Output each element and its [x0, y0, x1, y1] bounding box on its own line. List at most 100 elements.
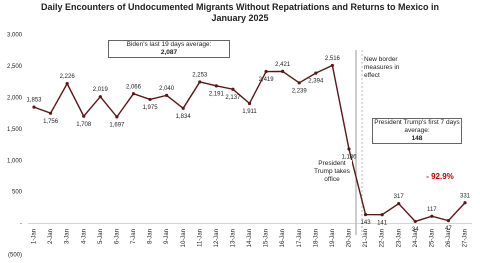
trump-avg-label: President Trump's first 7 days average: [374, 119, 460, 135]
data-label: 2,137 [225, 95, 241, 101]
trump-note: President Trump takes office [312, 160, 352, 185]
marker [115, 115, 119, 119]
biden-avg-label: Biden's last 19 days average: [126, 41, 212, 48]
data-label: 2,419 [259, 77, 275, 83]
data-label: 2,253 [192, 73, 208, 79]
data-label: 1,834 [176, 114, 192, 120]
x-tick-label: 15-Jan [264, 229, 270, 247]
x-tick-label: 18-Jan [313, 229, 319, 247]
marker [347, 147, 351, 151]
x-tick-label: 25-Jan [429, 229, 435, 247]
y-tick-label: - [20, 221, 22, 227]
x-tick-label: 10-Jan [181, 229, 187, 247]
marker [181, 106, 185, 110]
data-label: 1,975 [143, 105, 159, 111]
data-label: 2,040 [159, 86, 175, 92]
x-tick-label: 19-Jan [330, 229, 336, 247]
x-tick-label: 27-Jan [463, 229, 469, 247]
y-tick-label: 2,000 [7, 95, 23, 101]
data-label: 1,697 [109, 122, 125, 128]
x-tick-label: 17-Jan [297, 229, 303, 247]
marker [397, 202, 401, 206]
x-tick-label: 20-Jan [347, 229, 353, 247]
marker [446, 219, 451, 223]
x-tick-label: 22-Jan [380, 229, 386, 247]
y-tick-label: 2,500 [7, 64, 23, 70]
x-tick-label: 8-Jan [148, 229, 154, 244]
trump-box: President Trump's first 7 days average: 1… [372, 118, 462, 145]
x-tick-label: 11-Jan [197, 229, 203, 247]
data-label: 1,186 [341, 155, 357, 161]
data-label: 2,226 [60, 74, 76, 80]
x-tick-label: 13-Jan [231, 229, 237, 247]
data-label: 47 [445, 226, 452, 232]
x-tick-label: 14-Jan [247, 229, 253, 247]
marker [131, 92, 136, 96]
marker [198, 80, 202, 84]
data-label: 1,708 [76, 122, 92, 128]
border-note: New border measures in effect [364, 56, 400, 80]
marker [231, 87, 235, 91]
x-tick-label: 9-Jan [164, 229, 170, 244]
marker [314, 71, 318, 75]
data-label: 141 [377, 220, 388, 226]
y-tick-label: 1,500 [7, 127, 23, 133]
x-tick-label: 4-Jan [81, 229, 87, 244]
marker [430, 214, 434, 218]
trump-avg-value: 148 [411, 135, 423, 143]
x-tick-label: 16-Jan [280, 229, 286, 247]
x-tick-label: 7-Jan [131, 229, 137, 244]
marker [98, 95, 102, 99]
marker [463, 201, 467, 205]
data-label: 2,516 [325, 56, 341, 62]
marker [48, 111, 53, 115]
data-label: 2,421 [275, 62, 291, 68]
y-tick-label: 3,000 [7, 33, 23, 39]
marker [214, 84, 218, 88]
x-tick-label: 21-Jan [363, 229, 369, 247]
data-label: 317 [394, 194, 405, 200]
y-tick-label: (500) [8, 253, 22, 259]
y-tick-label: 1,000 [7, 158, 23, 164]
data-label: 34 [412, 227, 419, 233]
x-tick-label: 23-Jan [396, 229, 402, 247]
x-tick-label: 26-Jan [446, 229, 452, 247]
marker [148, 97, 152, 102]
marker [32, 105, 36, 109]
data-label: 2,191 [209, 91, 225, 97]
data-label: 143 [361, 220, 372, 226]
marker [65, 82, 69, 86]
biden-avg-value: 2,087 [160, 49, 178, 57]
x-tick-label: 1-Jan [32, 229, 38, 244]
data-label: 2,394 [308, 79, 324, 85]
x-tick-label: 6-Jan [114, 229, 120, 244]
data-label: 2,019 [93, 87, 109, 93]
x-tick-label: 3-Jan [65, 229, 71, 244]
chart-title: Daily Encounters of Undocumented Migrant… [41, 2, 439, 24]
marker [281, 69, 285, 73]
marker [82, 114, 86, 118]
marker [363, 212, 368, 217]
marker [165, 93, 169, 97]
marker [297, 81, 301, 85]
y-tick-label: 500 [12, 190, 23, 196]
data-label: 1,911 [242, 109, 257, 115]
x-tick-label: 2-Jan [48, 229, 54, 244]
change-note: - 92.9% [426, 172, 454, 181]
marker [330, 63, 334, 68]
data-label: 2,066 [126, 84, 142, 90]
marker [380, 213, 384, 217]
data-label: 117 [427, 207, 437, 213]
data-label: 1,756 [43, 119, 59, 125]
x-tick-label: 24-Jan [413, 229, 419, 247]
x-tick-label: 12-Jan [214, 229, 220, 247]
data-label: 2,239 [292, 88, 308, 94]
x-tick-label: 5-Jan [98, 229, 104, 244]
data-label: 1,853 [26, 98, 42, 104]
marker [413, 219, 417, 224]
marker [264, 69, 268, 74]
biden-box: Biden's last 19 days average: 2,087 [108, 40, 230, 59]
data-label: 331 [460, 193, 471, 199]
